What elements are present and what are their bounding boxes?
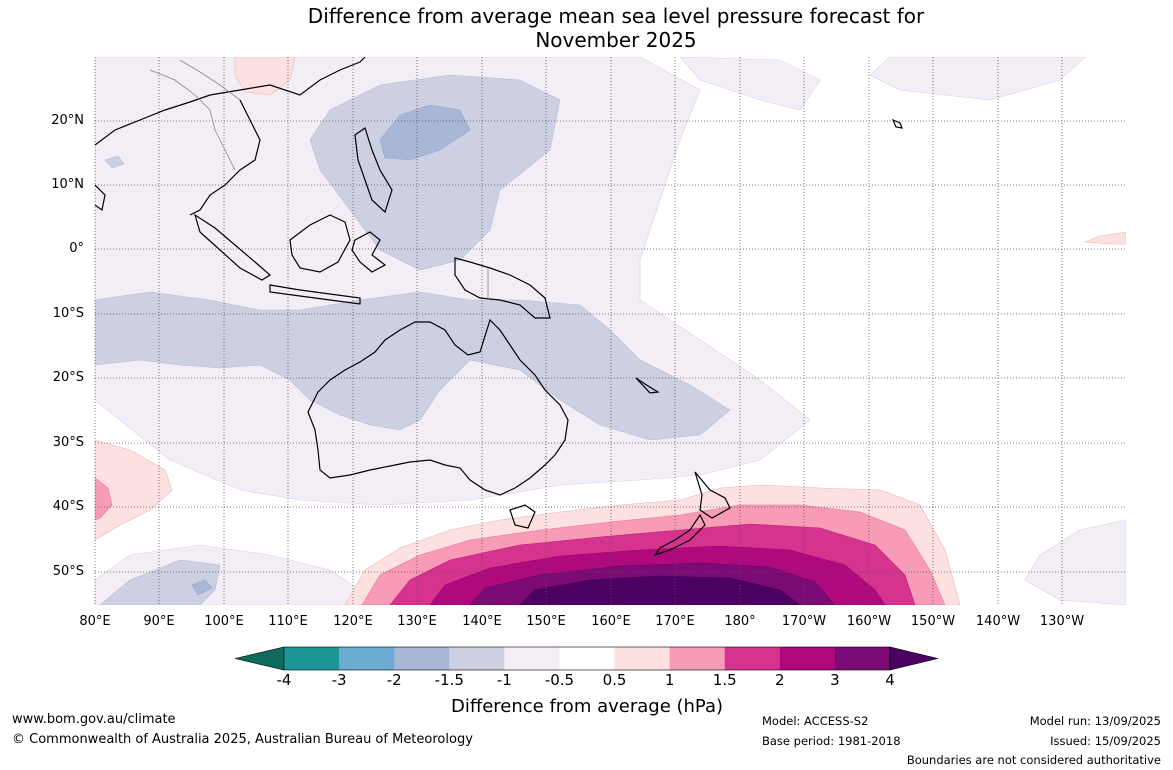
colorbar-segment [669, 647, 726, 670]
colorbar [234, 646, 939, 671]
asia-mainland-coastline [95, 57, 366, 216]
longitude-label: 150°W [910, 614, 956, 629]
contour-plus-0-5-west [95, 439, 173, 541]
australia-coastline [307, 318, 569, 496]
graticule [94, 57, 1126, 605]
latitude-label: 0° [69, 241, 84, 256]
sumatra-coastline [193, 213, 272, 281]
longitude-label: 170°W [781, 614, 827, 629]
contour-minus-1-5 [379, 104, 471, 161]
longitude-label: 130°E [397, 614, 437, 629]
colorbar-segment [834, 647, 891, 670]
footer-base-period: Base period: 1981-2018 [762, 734, 901, 748]
longitude-label: 130°W [1039, 614, 1085, 629]
colorbar-tick-label: 1.5 [712, 671, 737, 689]
sri-lanka-coastline [95, 184, 106, 212]
sulawesi-coastline [351, 231, 387, 273]
longitude-label: 100°E [204, 614, 244, 629]
longitude-label: 80°E [79, 614, 111, 629]
contour-plus-1-west [95, 477, 113, 521]
colorbar-tick-label: -3 [331, 671, 347, 689]
latitude-label: 10°S [52, 306, 84, 321]
colorbar-tick-label: 4 [885, 671, 895, 689]
latitude-label: 20°N [51, 113, 84, 128]
new-caledonia-coastline [635, 377, 660, 394]
hawaii-coastline [891, 118, 903, 129]
footer-copyright: © Commonwealth of Australia 2025, Austra… [12, 732, 473, 747]
country-boundaries [149, 59, 489, 300]
colorbar-extend-high [889, 646, 939, 671]
anomaly-field [95, 57, 1126, 605]
contour-minus-0-5-se [1024, 519, 1126, 605]
footer-url[interactable]: www.bom.gov.au/climate [12, 712, 176, 727]
colorbar-frame [283, 646, 891, 671]
title-line-1: Difference from average mean sea level p… [307, 4, 925, 28]
colorbar-tick-label: -0.5 [544, 671, 575, 689]
colorbar-title: Difference from average (hPa) [450, 696, 724, 717]
colorbar-tick-label: -2 [386, 671, 402, 689]
contour-minus-1-sw [99, 559, 221, 605]
colorbar-tick-label: 2 [775, 671, 785, 689]
longitude-label: 120°E [333, 614, 373, 629]
new-zealand-north-coastline [694, 471, 731, 519]
new-guinea-coastline [454, 257, 551, 319]
colorbar-tick-label: -4 [276, 671, 292, 689]
contour-minus-0-5-ne-corner [679, 57, 821, 111]
se-asia-borders [149, 59, 241, 171]
contour-plus-4-south [519, 575, 801, 605]
footer-disclaimer: Boundaries are not considered authoritat… [906, 753, 1161, 767]
colorbar-segment [504, 647, 560, 670]
longitude-label: 90°E [143, 614, 175, 629]
colorbar-segment [394, 647, 450, 670]
longitude-label: 160°E [591, 614, 631, 629]
longitude-label: 170°E [655, 614, 695, 629]
latitude-label: 20°S [52, 370, 84, 385]
colorbar-tick-label: -1.5 [434, 671, 464, 689]
colorbar-tick-label: 0.5 [602, 671, 627, 689]
longitude-label: 140°E [462, 614, 502, 629]
colorbar-tick-label: 1 [664, 671, 675, 689]
coastlines [95, 57, 903, 557]
latitude-label: 40°S [52, 499, 84, 514]
latitude-label: 30°S [52, 435, 84, 450]
footer-issued: Issued: 15/09/2025 [1050, 734, 1161, 748]
map-title: Difference from average mean sea level p… [0, 4, 1173, 52]
contour-minus-1-island [104, 155, 125, 169]
contour-minus-1-main [95, 291, 731, 441]
title-line-2: November 2025 [535, 28, 697, 52]
java-coastline [269, 284, 361, 305]
borneo-coastline [289, 214, 351, 273]
longitude-label: 140°W [975, 614, 1021, 629]
footer-model: Model: ACCESS-S2 [762, 714, 869, 728]
colorbar-segment [449, 647, 505, 670]
colorbar-segment [779, 647, 836, 670]
colorbar-segment [559, 647, 616, 670]
longitude-label: 160°W [846, 614, 892, 629]
contour-minus-1-north [309, 74, 561, 271]
latitude-label: 50°S [52, 564, 84, 579]
contour-plus-0-5-north [234, 57, 296, 96]
longitude-label: 180° [724, 614, 756, 629]
latitude-label: 10°N [51, 177, 84, 192]
philippines-coastline [354, 127, 393, 214]
new-zealand-south-coastline [653, 513, 706, 557]
contour-plus-0-5-east [1084, 231, 1126, 245]
colorbar-segment [284, 647, 340, 670]
colorbar-tick-label: 3 [830, 671, 840, 689]
contour-minus-1-5-sw [191, 579, 213, 596]
colorbar-tick-label: -1 [496, 671, 512, 689]
colorbar-extend-low [234, 646, 285, 671]
tasmania-coastline [509, 504, 536, 529]
footer-model-run: Model run: 13/09/2025 [1029, 714, 1161, 728]
colorbar-segment [614, 647, 671, 670]
longitude-label: 150°E [526, 614, 566, 629]
colorbar-segment [339, 647, 395, 670]
longitude-label: 110°E [268, 614, 308, 629]
colorbar-segment [724, 647, 781, 670]
contour-minus-0-5-east [869, 57, 1086, 101]
